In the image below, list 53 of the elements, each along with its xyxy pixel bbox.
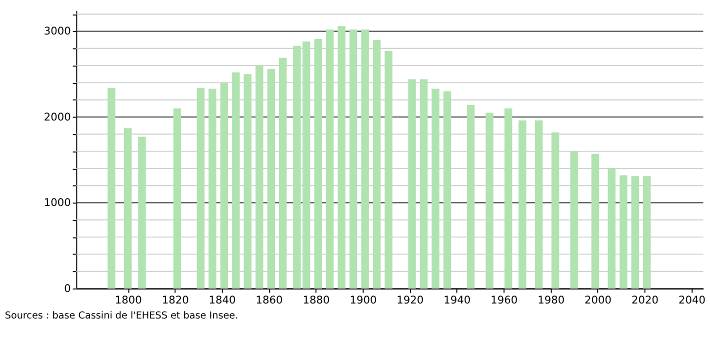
bar (279, 58, 287, 288)
x-tick-label: 2040 (678, 293, 706, 306)
bar (314, 38, 322, 288)
bar (420, 79, 428, 288)
x-tick-label: 2000 (584, 293, 612, 306)
x-tick-label: 1920 (396, 293, 424, 306)
x-tick-label: 1960 (490, 293, 518, 306)
x-tick-label: 1860 (256, 293, 284, 306)
y-tick-label: 3000 (44, 24, 72, 38)
bar (244, 74, 252, 288)
bar (267, 68, 275, 288)
x-tick-label: 1800 (114, 293, 142, 306)
bar (518, 120, 526, 288)
bar (534, 120, 543, 288)
bar (608, 168, 616, 288)
x-tick-label: 1880 (302, 293, 330, 306)
bar (349, 30, 358, 288)
y-tick-label: 2000 (44, 110, 72, 124)
bar (384, 50, 392, 288)
bar (372, 40, 381, 288)
bar (620, 175, 628, 288)
bar (570, 151, 578, 288)
bar (256, 66, 264, 288)
bar (361, 30, 369, 288)
bar (486, 112, 494, 288)
bar (220, 82, 228, 288)
bar (408, 79, 416, 288)
bar (232, 72, 240, 288)
bar (551, 132, 560, 288)
x-tick-label: 1940 (444, 293, 471, 306)
bar (326, 30, 334, 288)
x-tick-label: 1820 (162, 293, 190, 306)
y-tick-label: 0 (64, 282, 72, 295)
bar (138, 136, 146, 288)
bar (631, 176, 639, 288)
bar (338, 26, 346, 288)
bar (432, 88, 440, 288)
bar (208, 88, 216, 288)
bar (124, 128, 132, 288)
bar (443, 91, 452, 288)
bar (196, 88, 205, 288)
source-note: Sources : base Cassini de l'EHESS et base Insee. (4, 310, 238, 322)
bar (173, 108, 182, 288)
bar (466, 104, 475, 288)
y-tick-label: 1000 (44, 196, 72, 210)
bar (504, 108, 512, 288)
x-tick-label: 1840 (208, 293, 236, 306)
bar (108, 88, 116, 288)
bar (591, 154, 600, 288)
bar (643, 176, 651, 288)
x-tick-label: 1980 (538, 293, 565, 306)
x-tick-label: 1900 (350, 293, 377, 306)
x-tick-label: 2020 (632, 293, 659, 306)
